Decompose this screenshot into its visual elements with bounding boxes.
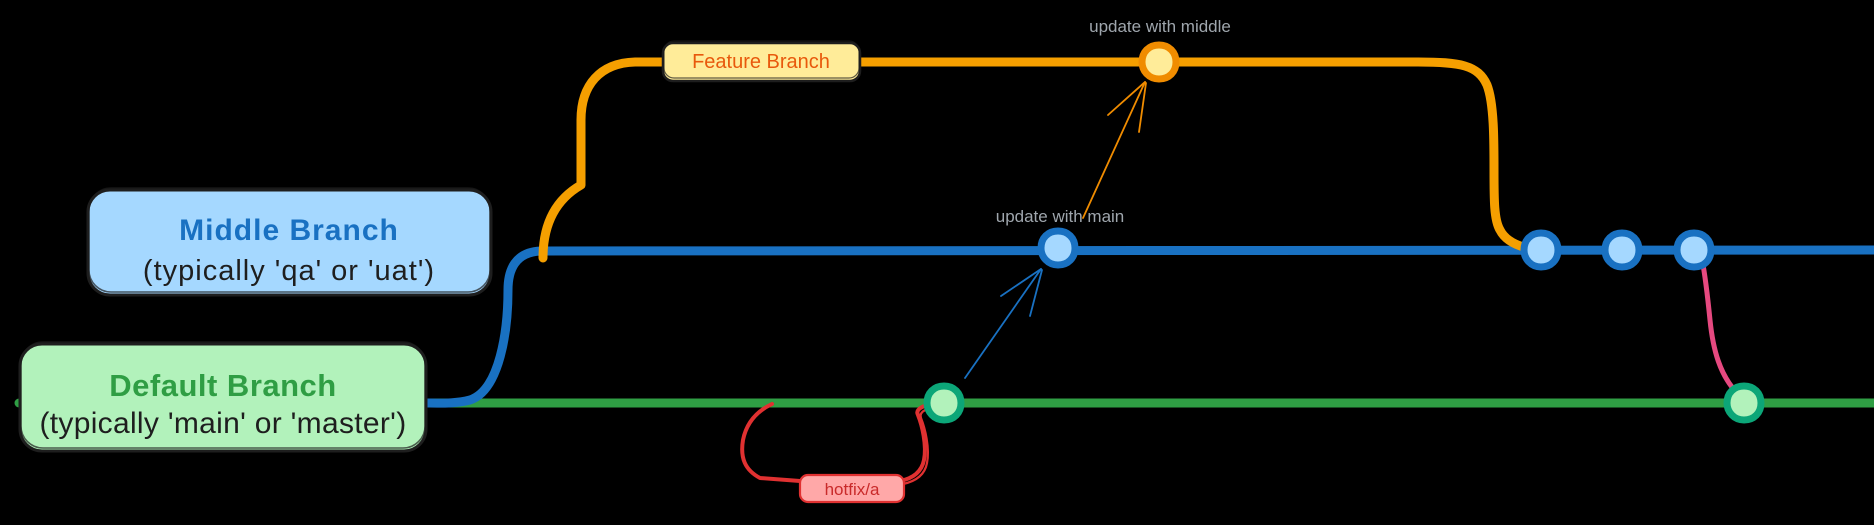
svg-text:(typically 'qa' or 'uat'): (typically 'qa' or 'uat') xyxy=(143,255,435,287)
svg-text:update with main: update with main xyxy=(996,207,1125,226)
svg-text:update with middle: update with middle xyxy=(1089,17,1231,36)
svg-text:Middle Branch: Middle Branch xyxy=(179,214,399,247)
svg-text:Default Branch: Default Branch xyxy=(109,368,336,403)
svg-text:hotfix/a: hotfix/a xyxy=(825,480,880,499)
svg-text:Feature Branch: Feature Branch xyxy=(692,51,830,73)
svg-text:(typically 'main' or 'master'): (typically 'main' or 'master') xyxy=(40,407,407,440)
